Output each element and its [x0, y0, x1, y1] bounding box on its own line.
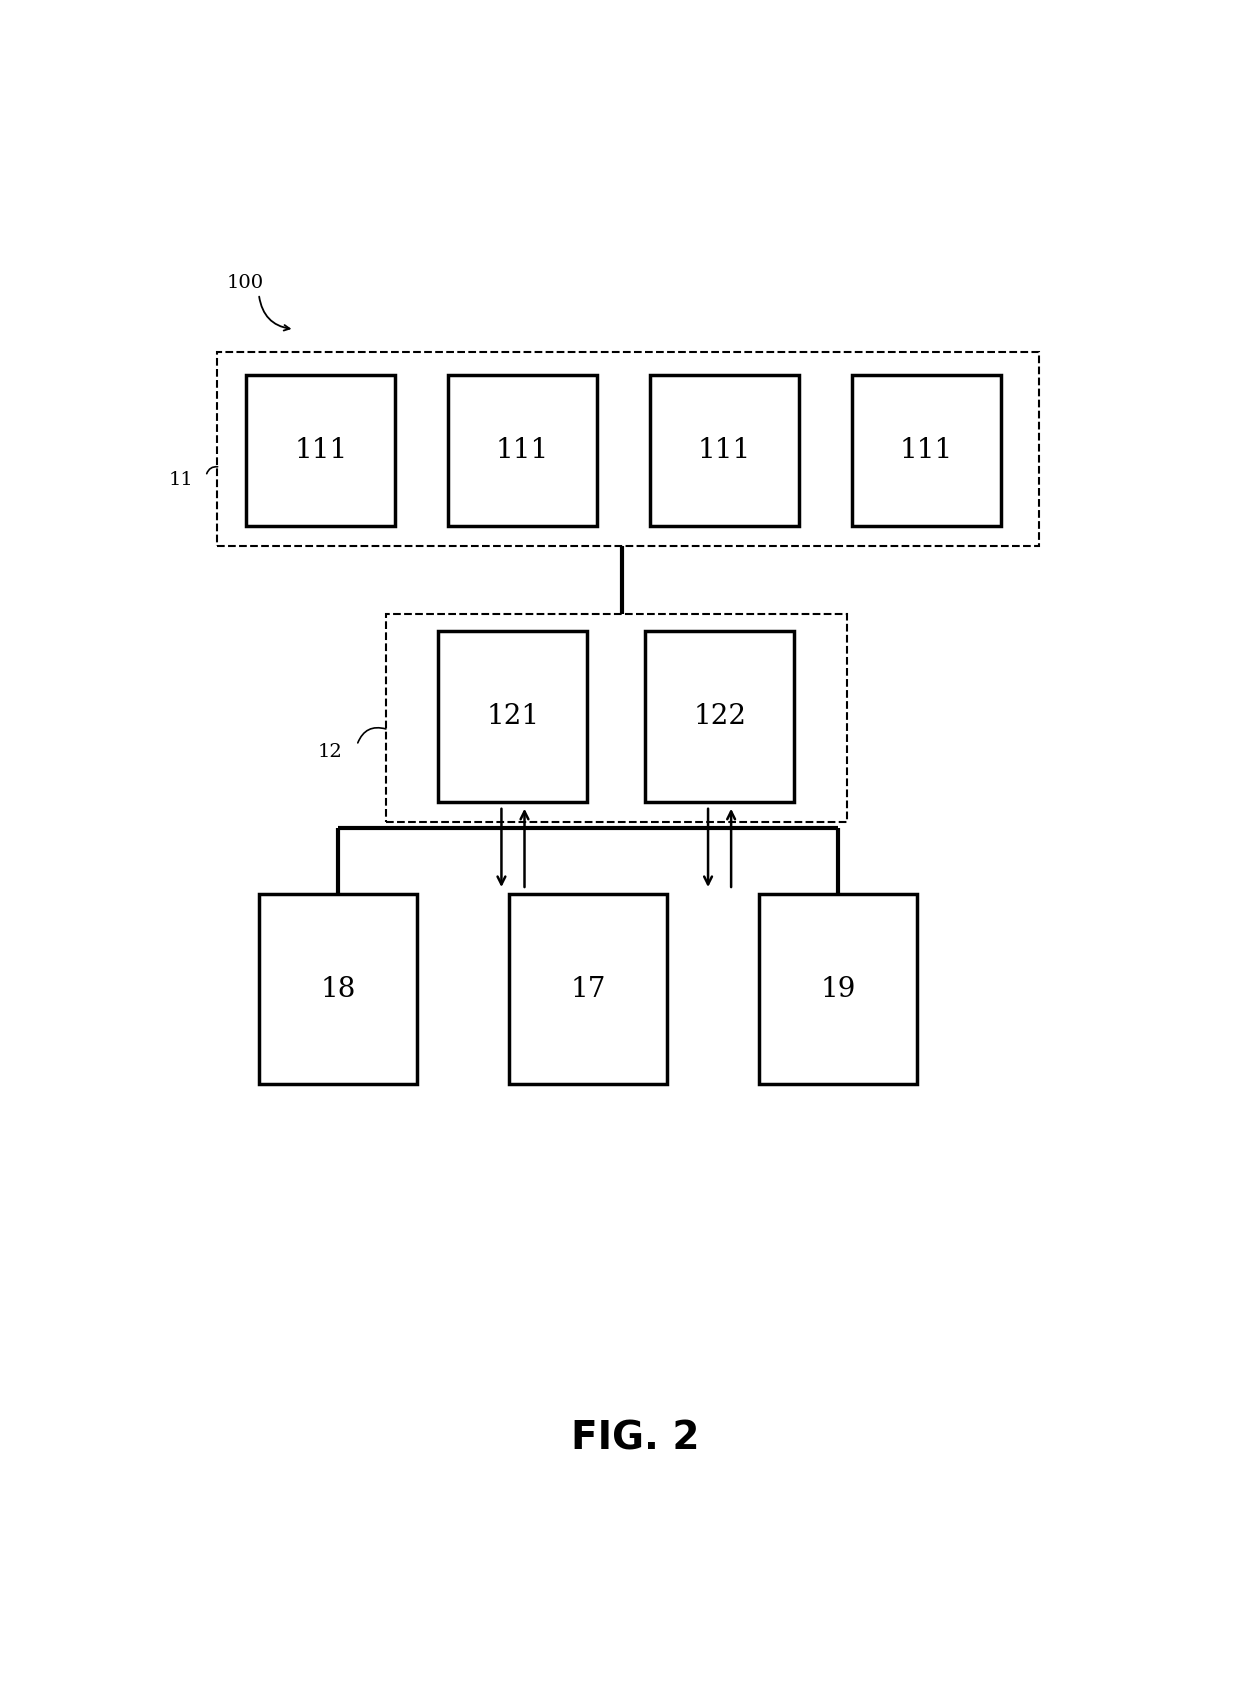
Text: FIG. 2: FIG. 2: [572, 1420, 699, 1458]
FancyBboxPatch shape: [759, 893, 918, 1084]
FancyBboxPatch shape: [259, 893, 418, 1084]
Text: 19: 19: [820, 975, 856, 1003]
FancyBboxPatch shape: [247, 375, 396, 527]
Text: 111: 111: [294, 436, 347, 464]
Text: 111: 111: [698, 436, 751, 464]
FancyBboxPatch shape: [439, 631, 588, 801]
Text: 11: 11: [169, 471, 193, 489]
FancyBboxPatch shape: [448, 375, 596, 527]
Text: 111: 111: [899, 436, 952, 464]
Text: 122: 122: [693, 702, 746, 730]
Text: 100: 100: [227, 275, 264, 292]
FancyBboxPatch shape: [650, 375, 799, 527]
Text: 121: 121: [486, 702, 539, 730]
Text: 12: 12: [317, 743, 342, 760]
FancyBboxPatch shape: [508, 893, 667, 1084]
Text: 111: 111: [496, 436, 549, 464]
Text: 17: 17: [570, 975, 605, 1003]
Text: 18: 18: [320, 975, 356, 1003]
FancyBboxPatch shape: [852, 375, 1001, 527]
FancyBboxPatch shape: [645, 631, 794, 801]
